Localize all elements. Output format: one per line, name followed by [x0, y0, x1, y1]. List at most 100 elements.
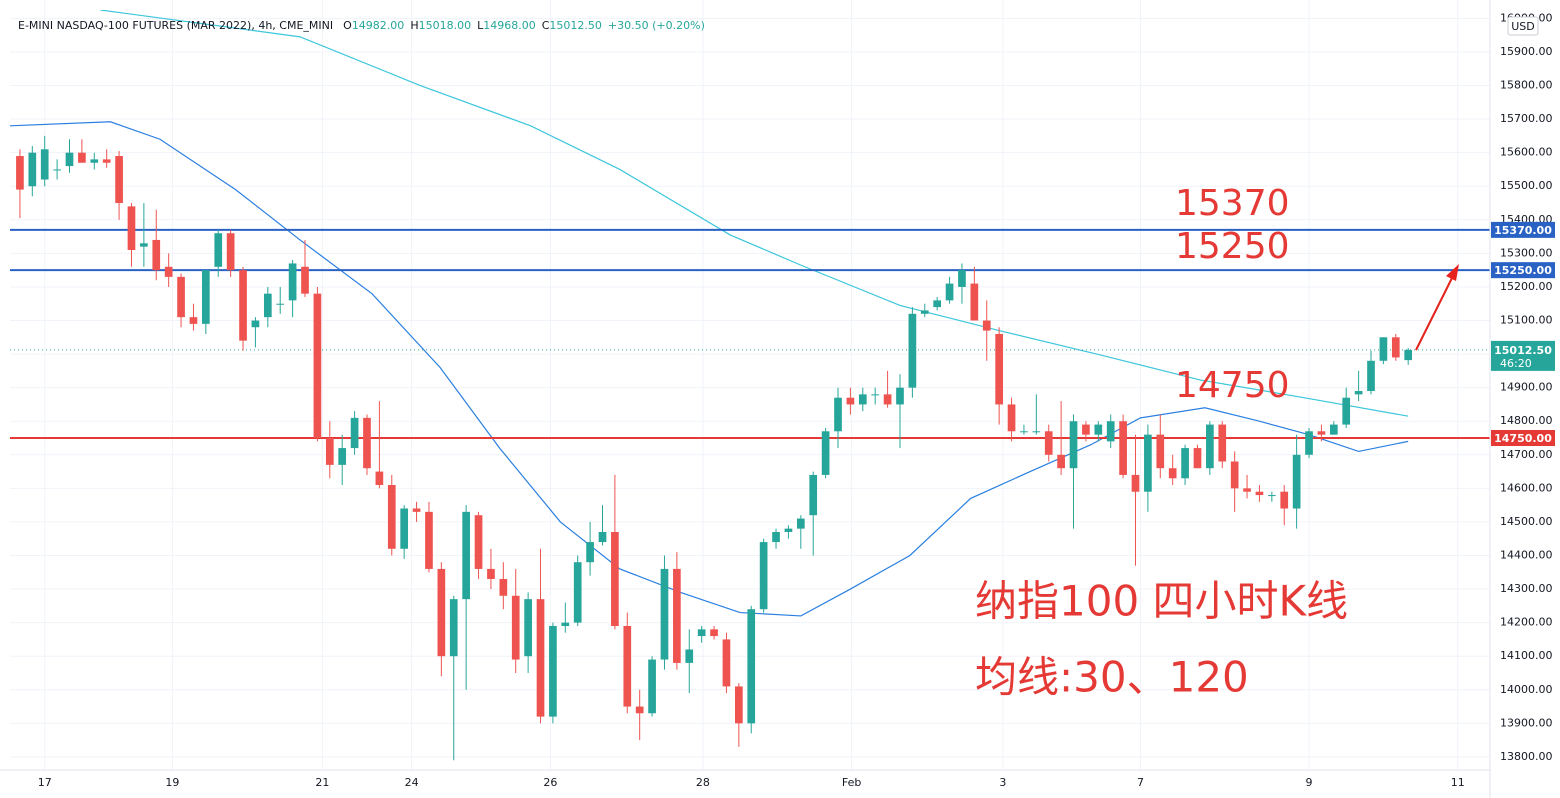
moving-average	[10, 121, 1409, 617]
candle-body	[387, 485, 396, 549]
candle-body	[1007, 404, 1016, 432]
y-tick-label: 15900.00	[1500, 45, 1553, 58]
note: 均线:30、120	[975, 653, 1249, 702]
candle-body	[796, 518, 805, 529]
candle-body	[883, 394, 892, 405]
y-tick-label: 14400.00	[1500, 548, 1553, 561]
ohlc-value: 14968.00	[483, 19, 536, 32]
candle-body	[635, 706, 644, 714]
candle-body	[747, 609, 756, 724]
candle-body	[1280, 491, 1289, 509]
candle-body	[1131, 474, 1140, 492]
candle-body	[251, 320, 260, 328]
candle-body	[549, 625, 557, 717]
level-label-box	[1491, 221, 1555, 238]
note: 纳指100 四小时K线	[975, 577, 1348, 626]
candle-body	[1181, 448, 1189, 479]
y-tick-label: 14800.00	[1500, 414, 1553, 427]
moving-average	[100, 10, 1409, 417]
candle-body	[40, 149, 49, 180]
candle-body	[511, 595, 520, 660]
candle-body	[573, 562, 582, 623]
candle-body	[1044, 431, 1053, 455]
candle-body	[759, 542, 768, 610]
change: +30.50 (+0.20%)	[608, 19, 705, 32]
candle-body	[685, 649, 694, 663]
level-label-box	[1491, 262, 1555, 279]
level-label: 15370.00	[1494, 224, 1552, 237]
x-tick-label: Feb	[842, 776, 861, 789]
x-tick-label: 7	[1137, 776, 1144, 789]
candle-body	[933, 300, 942, 308]
candle-body	[288, 263, 297, 301]
candle-body	[400, 508, 409, 549]
candle-body	[1168, 468, 1177, 479]
candle-body	[958, 270, 966, 287]
candle-body	[524, 599, 532, 657]
candle-body	[16, 156, 24, 190]
candle-body	[276, 303, 285, 305]
overlay: 13800.00 13900.00 14000.00 14100.00 14200.00…	[18, 11, 1555, 789]
ohlc-value: 15012.50	[549, 19, 602, 32]
candle-body	[1094, 424, 1103, 435]
y-tick-label: 15800.00	[1500, 79, 1553, 92]
candle-body	[871, 394, 880, 396]
candle-body	[425, 511, 433, 569]
level-label: 15250.00	[1494, 264, 1552, 277]
candle-body	[920, 310, 929, 314]
candle-body	[214, 233, 223, 267]
candle-body	[561, 622, 570, 626]
candle-body	[239, 270, 247, 341]
candle-body	[325, 438, 334, 465]
candle-body	[846, 397, 855, 405]
candle-body	[1020, 431, 1028, 433]
candle-body	[1032, 431, 1041, 433]
annotation: 15250	[1175, 226, 1290, 267]
ohlc-value: 14982.00	[352, 19, 405, 32]
candle-body	[189, 317, 198, 324]
ohlc-key: C	[542, 19, 550, 32]
candle-body	[1379, 337, 1388, 361]
candle-body	[363, 417, 371, 469]
y-tick-label: 13800.00	[1500, 750, 1553, 763]
y-tick-label: 15100.00	[1500, 314, 1553, 327]
candle-body	[995, 333, 1003, 405]
candle-body	[1329, 424, 1338, 435]
candle-body	[673, 568, 681, 663]
candle-body	[350, 417, 359, 449]
candle-body	[263, 293, 272, 318]
candle-body	[462, 511, 470, 600]
candle-body	[648, 659, 656, 714]
ohlc-key: H	[410, 19, 418, 32]
countdown: 46:20	[1500, 357, 1532, 370]
ohlc-value: 15018.00	[419, 19, 472, 32]
candle-body	[1255, 491, 1264, 496]
arrow-head	[1446, 264, 1459, 281]
candle-body	[945, 283, 954, 301]
candle-body	[586, 542, 594, 563]
x-tick-label: 9	[1306, 776, 1313, 789]
y-tick-label: 13900.00	[1500, 716, 1553, 729]
annotation: 15370	[1175, 183, 1290, 224]
candle-body	[1367, 360, 1375, 392]
candle-body	[487, 568, 495, 579]
y-tick-label: 15600.00	[1500, 146, 1553, 159]
y-tick-label: 14500.00	[1500, 515, 1553, 528]
candle-body	[710, 629, 718, 637]
candle-body	[140, 243, 148, 247]
y-tick-label: 15200.00	[1500, 280, 1553, 293]
x-tick-label: 26	[543, 776, 557, 789]
candle-body	[115, 156, 123, 204]
x-tick-label: 28	[696, 776, 710, 789]
candle-body	[970, 283, 979, 321]
candle-body	[1106, 421, 1115, 442]
ohlc-key: O	[343, 19, 352, 32]
candle-body	[338, 448, 347, 465]
candle-body	[1193, 448, 1202, 469]
candle-body	[28, 152, 37, 187]
x-tick-label: 21	[315, 776, 329, 789]
candle-body	[1069, 421, 1078, 469]
candle-body	[152, 239, 161, 271]
y-tick-label: 15500.00	[1500, 179, 1553, 192]
